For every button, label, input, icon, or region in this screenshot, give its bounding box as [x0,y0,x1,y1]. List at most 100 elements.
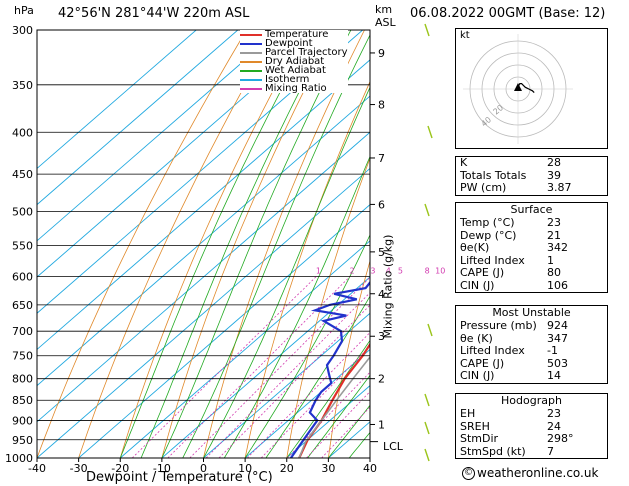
index-row: PW (cm) 3.87 [456,181,607,195]
isotherm-line [37,167,370,458]
dry-adiabat-line [78,30,277,458]
x-tick-label: -40 [28,462,46,475]
isotherm-line [119,240,370,458]
lcl-label: LCL [383,440,403,453]
legend-item: Mixing Ratio [240,83,348,94]
location-title: 42°56'N 281°44'W 220m ASL [58,6,250,21]
index-value: 347 [547,331,568,345]
legend-label: Mixing Ratio [265,83,327,94]
index-label: K [460,156,468,169]
index-label: StmSpd (kt) [460,444,526,458]
x-tick-label: 0 [200,462,207,475]
mixing-ratio-line [167,276,351,458]
pressure-tick-label: 1000 [5,452,33,465]
legend-item: Wet Adiabat [240,65,348,76]
index-label: Dewp (°C) [460,228,517,242]
hodograph-ring-label: 20 [492,103,506,116]
pressure-tick-label: 550 [12,239,33,252]
mixing-ratio-label: 1 [316,266,321,275]
pressure-tick-label: 700 [12,325,33,338]
credit: © weatheronline.co.uk [462,466,598,480]
table-section-title: Surface [510,203,553,216]
wind-barb [424,203,430,217]
legend-label: Temperature [265,29,329,40]
datetime-title: 06.08.2022 00GMT (Base: 12) [410,6,606,21]
wet-adiabat-line [161,30,352,458]
index-value: 24 [547,419,561,433]
index-label: Totals Totals [460,168,527,182]
pressure-tick-label: 800 [12,373,33,386]
legend-swatch [240,60,262,63]
mixing-ratio-line [131,276,317,458]
mixing-ratio-label: 2 [350,266,355,275]
index-row: Lifted Index -1 [456,344,607,358]
legend-item: Temperature [240,29,348,40]
surface-table: Surface Temp (°C) 23 Dewp (°C) 21 θe(K) 342 Lif… [455,202,608,293]
x-tick-label: 20 [280,462,294,475]
km-tick-label: 6 [378,198,385,211]
km-tick-label: 8 [378,99,385,112]
dry-adiabat-line [37,30,247,458]
isotherm-line [37,30,197,170]
pressure-tick-label: 300 [12,24,33,37]
index-value: 7 [547,444,554,458]
index-value: 28 [547,156,561,169]
pressure-tick-label: 850 [12,394,33,407]
isotherm-line [37,30,239,206]
mixing-ratio-label: 8 [425,266,430,275]
index-label: CIN (J) [460,369,495,382]
most-unstable-table: Most Unstable Pressure (mb) 924 θe (K) 347 Li… [455,305,608,384]
index-value: 23 [547,407,561,420]
legend-label: Dry Adiabat [265,56,325,67]
indices-top-table: K 28 Totals Totals 39 PW (cm) 3.87 [455,156,608,196]
km-tick-label: 1 [378,418,385,431]
hodograph-kt-label: kt [460,30,470,41]
copyright-icon: © [462,467,475,480]
wind-barb [424,393,430,407]
index-row: CAPE (J) 80 [456,266,607,280]
asl-label: ASL [375,16,396,29]
legend-swatch [240,42,262,45]
isotherm-line [286,385,370,458]
isotherm-line [37,131,370,423]
index-row: θe (K) 347 [456,331,607,346]
series-line-parcel-trajectory [298,355,370,458]
pressure-tick-label: 500 [12,206,33,219]
legend-item: Isotherm [240,75,348,85]
index-value: 3.87 [547,181,572,194]
x-tick-label: 40 [363,462,377,475]
index-row: SREH 24 [456,419,607,434]
wind-barb [424,448,430,462]
isotherm-line [37,59,370,351]
legend-swatch [240,51,262,54]
index-value: 298° [547,432,574,445]
index-value: 80 [547,266,561,279]
km-label: km [375,3,393,16]
isotherm-line [203,312,370,458]
isotherm-line [37,30,363,314]
legend-swatch [240,33,262,36]
index-value: -1 [547,344,558,357]
km-tick-label: 3 [378,330,385,343]
legend-swatch [240,87,262,90]
credit-text: weatheronline.co.uk [477,466,599,480]
index-row: K 28 [456,156,607,170]
index-row: StmDir 298° [456,432,607,446]
index-row: CAPE (J) 503 [456,357,607,371]
pressure-tick-label: 600 [12,270,33,283]
index-value: 23 [547,216,561,229]
isotherm-line [37,30,280,242]
mixing-ratio-label: 5 [398,266,403,275]
index-label: CIN (J) [460,278,495,292]
table-section-title: Hodograph [501,394,562,407]
legend-item: Dry Adiabat [240,56,348,67]
legend-label: Wet Adiabat [265,65,326,76]
mixing-ratio-axis-label: Mixing Ratio (g/kg) [381,234,395,339]
index-row: CIN (J) 14 [456,369,607,383]
index-row: θe(K) 342 [456,241,607,255]
x-tick-label: 10 [238,462,252,475]
isotherm-line [37,30,322,278]
index-row: Lifted Index 1 [456,254,607,268]
dry-adiabat-line [203,30,365,458]
wet-adiabat-line [286,339,370,458]
